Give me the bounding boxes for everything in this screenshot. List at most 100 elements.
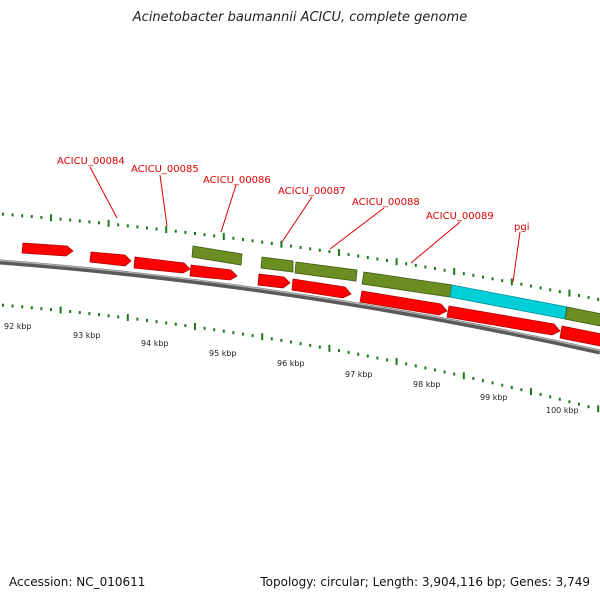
cds-feature[interactable]	[89, 251, 132, 267]
gc-tick	[2, 212, 4, 216]
kbp-label: 93 kbp	[73, 331, 101, 340]
gene-label[interactable]: ACICU_00087	[278, 186, 346, 197]
gc-tick	[174, 229, 177, 233]
gc-tick	[21, 214, 24, 218]
cds-feature[interactable]	[21, 242, 74, 257]
gene-label[interactable]: pgi	[514, 222, 529, 233]
gc-tick	[434, 368, 436, 372]
gc-tick	[213, 234, 216, 238]
gc-tick	[578, 402, 580, 406]
gc-tick	[59, 306, 62, 314]
gc-tick	[366, 354, 369, 358]
gc-tick	[126, 224, 129, 228]
gene-label[interactable]: ACICU_00085	[131, 164, 199, 175]
gc-tick	[194, 322, 196, 330]
gc-tick	[501, 383, 504, 387]
gc-tick	[357, 352, 360, 356]
gc-tick	[88, 220, 91, 224]
gc-tick	[30, 215, 33, 219]
cds-feature[interactable]	[294, 261, 358, 282]
gene-label[interactable]: ACICU_00086	[203, 175, 271, 186]
gc-tick	[126, 314, 129, 322]
gc-tick	[299, 245, 302, 249]
gc-tick	[424, 265, 427, 269]
cds-feature[interactable]	[260, 256, 294, 273]
gc-tick	[174, 322, 177, 326]
gc-tick	[318, 248, 321, 252]
gc-tick	[40, 307, 43, 311]
gc-tick	[462, 272, 465, 276]
cds-feature[interactable]	[564, 306, 600, 327]
kbp-label: 100 kbp	[546, 406, 579, 415]
gc-tick	[318, 345, 321, 349]
gc-tick	[107, 219, 110, 227]
cds-feature[interactable]	[257, 273, 291, 289]
gc-tick	[136, 225, 139, 229]
cds-feature[interactable]	[559, 325, 600, 347]
gc-tick	[50, 214, 52, 222]
gene-label[interactable]: ACICU_00088	[352, 197, 420, 208]
gc-tick	[568, 400, 571, 404]
gc-tick	[59, 217, 62, 221]
gc-tick	[155, 320, 158, 324]
gc-tick	[232, 236, 235, 240]
gc-tick	[213, 328, 216, 332]
gc-tick	[270, 241, 273, 245]
kbp-label: 95 kbp	[209, 349, 237, 358]
gc-tick	[472, 273, 475, 277]
gc-tick	[587, 405, 590, 409]
gc-tick	[376, 257, 379, 261]
gc-tick	[88, 312, 91, 316]
gc-tick	[184, 324, 187, 328]
gc-tick	[395, 357, 398, 365]
cds-feature[interactable]	[446, 305, 561, 336]
gc-tick	[21, 305, 24, 309]
gc-tick	[261, 333, 264, 341]
gc-tick	[242, 332, 244, 336]
gc-tick	[78, 311, 81, 315]
gc-tick	[414, 364, 417, 368]
kbp-label: 98 kbp	[413, 380, 441, 389]
gc-tick	[280, 338, 283, 342]
gc-tick	[443, 370, 446, 374]
gc-tick	[587, 295, 590, 299]
gene-label[interactable]: ACICU_00089	[426, 211, 494, 222]
gene-label[interactable]: ACICU_00084	[57, 156, 125, 167]
gc-tick	[136, 317, 139, 321]
kbp-label: 99 kbp	[480, 393, 508, 402]
genome-summary-text: Topology: circular; Length: 3,904,116 bp…	[260, 575, 590, 589]
gc-tick	[386, 358, 388, 362]
gc-tick	[434, 267, 436, 271]
gc-skew-ticks-inner	[2, 303, 600, 413]
gc-tick	[11, 213, 14, 217]
gc-tick	[338, 349, 340, 353]
gc-tick	[530, 284, 532, 288]
gc-tick	[117, 315, 120, 319]
cds-feature[interactable]	[189, 264, 238, 281]
gc-tick	[510, 278, 513, 286]
gc-tick	[491, 381, 494, 385]
gc-tick	[251, 334, 254, 338]
gc-tick	[309, 343, 312, 347]
gc-tick	[203, 326, 206, 330]
gc-tick	[146, 318, 148, 322]
gc-tick	[11, 304, 14, 308]
gc-tick	[549, 288, 552, 292]
accession-text: Accession: NC_010611	[9, 575, 146, 589]
gc-tick	[568, 289, 571, 297]
gc-tick	[328, 250, 331, 254]
cds-feature[interactable]	[291, 278, 352, 299]
gc-tick	[520, 282, 523, 286]
gc-tick	[578, 294, 580, 298]
cds-feature[interactable]	[191, 245, 243, 266]
gc-tick	[501, 279, 504, 283]
cds-feature[interactable]	[133, 256, 191, 274]
gc-tick	[30, 306, 33, 310]
map-title: Acinetobacter baumannii ACICU, complete …	[132, 10, 468, 25]
gc-tick	[597, 405, 600, 413]
gc-tick	[40, 215, 43, 219]
gc-skew-ticks-outer	[2, 212, 600, 301]
gc-tick	[491, 277, 494, 281]
gene-label-leaders	[89, 166, 521, 283]
cds-feature[interactable]	[359, 290, 448, 316]
